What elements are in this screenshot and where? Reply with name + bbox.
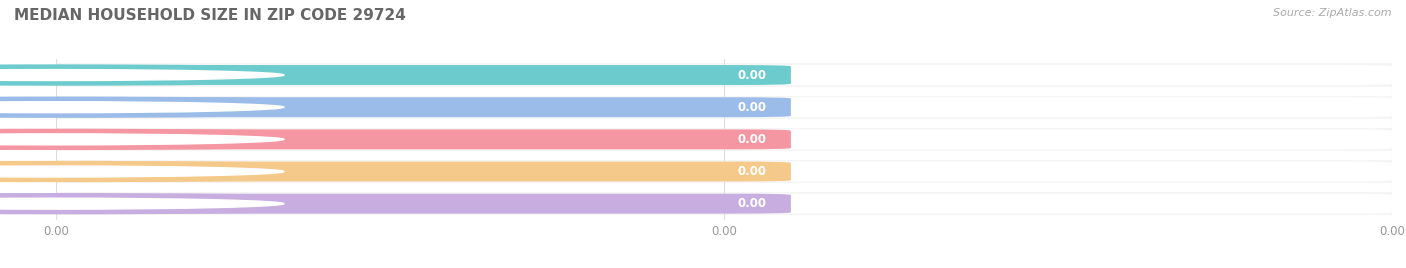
FancyBboxPatch shape (56, 192, 1392, 215)
FancyBboxPatch shape (56, 64, 1392, 87)
Circle shape (0, 129, 470, 149)
Circle shape (0, 97, 470, 117)
FancyBboxPatch shape (56, 160, 1392, 183)
Circle shape (0, 102, 284, 113)
Circle shape (0, 162, 470, 181)
FancyBboxPatch shape (56, 128, 1392, 151)
Text: Total Households: Total Households (143, 197, 243, 210)
Text: 0.00: 0.00 (738, 133, 766, 146)
FancyBboxPatch shape (56, 129, 1392, 149)
FancyBboxPatch shape (56, 65, 1392, 85)
FancyBboxPatch shape (56, 97, 792, 117)
Circle shape (0, 70, 284, 80)
FancyBboxPatch shape (56, 129, 792, 149)
Text: 0.00: 0.00 (738, 165, 766, 178)
FancyBboxPatch shape (56, 162, 1392, 181)
Circle shape (0, 134, 284, 145)
FancyBboxPatch shape (56, 65, 792, 85)
Text: Married-Couple: Married-Couple (143, 69, 233, 81)
FancyBboxPatch shape (56, 97, 1392, 117)
FancyBboxPatch shape (56, 96, 1392, 119)
Text: Single Female/Mother: Single Female/Mother (143, 133, 271, 146)
Text: 0.00: 0.00 (738, 69, 766, 81)
Circle shape (0, 194, 470, 214)
Circle shape (0, 198, 284, 209)
Text: Source: ZipAtlas.com: Source: ZipAtlas.com (1274, 8, 1392, 18)
Text: 0.00: 0.00 (738, 197, 766, 210)
Circle shape (0, 65, 470, 85)
FancyBboxPatch shape (56, 194, 792, 214)
Text: MEDIAN HOUSEHOLD SIZE IN ZIP CODE 29724: MEDIAN HOUSEHOLD SIZE IN ZIP CODE 29724 (14, 8, 406, 23)
FancyBboxPatch shape (56, 162, 792, 181)
FancyBboxPatch shape (56, 194, 1392, 214)
Circle shape (0, 166, 284, 177)
Text: Non-family: Non-family (143, 165, 208, 178)
Text: 0.00: 0.00 (738, 101, 766, 114)
Text: Single Male/Father: Single Male/Father (143, 101, 253, 114)
